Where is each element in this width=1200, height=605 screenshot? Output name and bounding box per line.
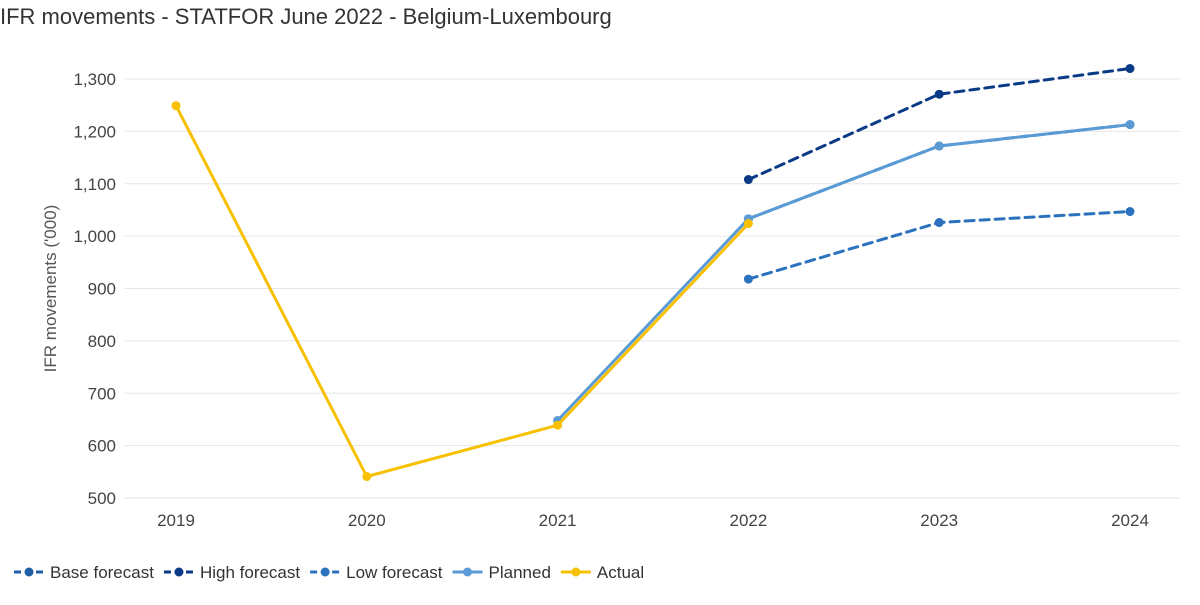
x-axis-ticks: 2019 2020 2021 2022 2023 2024 <box>157 511 1149 530</box>
data-point-actual <box>362 472 372 482</box>
y-tick-label: 1,000 <box>73 227 116 246</box>
data-point-actual <box>743 219 753 229</box>
data-point-low-forecast <box>743 274 753 284</box>
legend-swatch-marker <box>320 567 330 577</box>
legend-label: High forecast <box>200 563 300 582</box>
y-tick-label: 1,200 <box>73 122 116 141</box>
x-tick-label: 2023 <box>920 511 958 530</box>
legend-item-actual[interactable]: Actual <box>560 563 644 582</box>
y-tick-label: 800 <box>88 332 116 351</box>
legend-item-high-forecast[interactable]: High forecast <box>163 563 300 582</box>
legend-swatch-marker <box>571 567 581 577</box>
chart-title: IFR movements - STATFOR June 2022 - Belg… <box>0 4 612 29</box>
series-planned <box>553 120 1135 425</box>
series-line-base-forecast <box>746 123 1132 221</box>
data-point-high-forecast <box>934 89 944 99</box>
data-point-low-forecast <box>1125 207 1135 217</box>
legend-label: Planned <box>489 563 551 582</box>
x-tick-label: 2022 <box>729 511 767 530</box>
legend-item-low-forecast[interactable]: Low forecast <box>310 563 443 582</box>
series-line-high-forecast <box>746 67 1132 182</box>
series-low-forecast <box>743 207 1135 284</box>
series-lines <box>171 64 1135 482</box>
data-point-actual <box>171 101 181 111</box>
x-tick-label: 2024 <box>1111 511 1149 530</box>
grid-lines <box>125 78 1180 499</box>
series-high-forecast <box>743 64 1135 185</box>
x-tick-label: 2020 <box>348 511 386 530</box>
legend-label: Base forecast <box>50 563 154 582</box>
data-point-planned <box>1125 120 1135 130</box>
legend-item-planned[interactable]: Planned <box>452 563 551 582</box>
y-tick-label: 900 <box>88 280 116 299</box>
y-axis-label: IFR movements ('000) <box>41 205 60 373</box>
legend[interactable]: Base forecast High forecast Low forecast Pl… <box>14 563 644 582</box>
x-tick-label: 2019 <box>157 511 195 530</box>
data-point-high-forecast <box>743 175 753 185</box>
legend-label: Actual <box>597 563 644 582</box>
data-point-planned <box>934 141 944 151</box>
legend-item-base-forecast[interactable]: Base forecast <box>14 563 154 582</box>
y-tick-label: 700 <box>88 384 116 403</box>
y-tick-label: 1,100 <box>73 175 116 194</box>
y-tick-label: 600 <box>88 437 116 456</box>
y-tick-label: 1,300 <box>73 70 116 89</box>
data-point-actual <box>553 420 563 430</box>
y-tick-label: 500 <box>88 489 116 508</box>
legend-label: Low forecast <box>346 563 443 582</box>
series-line-planned <box>556 123 1132 422</box>
series-actual <box>171 101 753 482</box>
data-point-high-forecast <box>1125 64 1135 74</box>
legend-swatch-marker <box>174 567 184 577</box>
legend-swatch-marker <box>24 567 34 577</box>
series-base-forecast <box>743 120 1135 224</box>
y-axis-ticks: 500 600 700 800 900 1,000 1,100 1,200 1,300 <box>73 70 116 508</box>
series-line-actual <box>174 104 750 478</box>
legend-swatch-marker <box>463 567 473 577</box>
x-tick-label: 2021 <box>539 511 577 530</box>
data-point-low-forecast <box>934 218 944 228</box>
